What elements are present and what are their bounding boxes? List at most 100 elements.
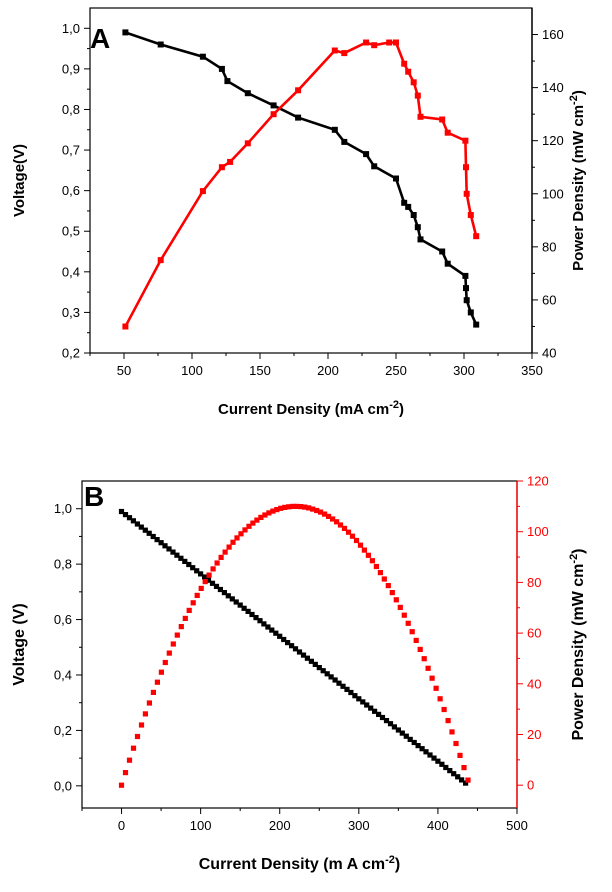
data-point-voltage <box>257 618 263 624</box>
data-point-power-density <box>210 566 216 572</box>
x-tick-label: 50 <box>117 363 131 378</box>
data-point-power-density <box>190 600 196 606</box>
data-point-power-density <box>146 700 152 706</box>
data-point-power-density <box>444 129 451 136</box>
data-point-power-density <box>405 68 412 75</box>
data-point-voltage <box>296 649 303 655</box>
data-point-voltage <box>285 640 291 646</box>
data-point-power-density <box>463 190 470 197</box>
data-point-power-density <box>318 509 324 515</box>
data-point-voltage <box>383 718 390 724</box>
data-point-power-density <box>186 607 192 613</box>
data-point-power-density <box>142 711 148 717</box>
data-point-voltage <box>467 309 474 316</box>
data-point-voltage <box>182 558 188 564</box>
panel-b-y-axis-label: Voltage (V) <box>11 603 28 685</box>
data-point-power-density <box>437 696 443 702</box>
data-point-voltage <box>410 212 417 218</box>
data-point-power-density <box>166 650 172 656</box>
data-point-power-density <box>453 740 459 747</box>
data-point-voltage <box>356 696 362 702</box>
x-tick-label: 300 <box>348 818 370 833</box>
data-point-power-density <box>130 745 137 751</box>
panel-a-series <box>122 29 480 330</box>
panel-b-y2-axis-label: Power Density (mW cm-2) <box>568 548 587 740</box>
data-point-power-density <box>361 547 367 553</box>
y-tick-label: 0,2 <box>54 723 72 738</box>
data-point-voltage <box>162 543 168 549</box>
data-point-power-density <box>170 641 176 647</box>
x-tick-label: 200 <box>269 818 291 833</box>
data-point-power-density <box>326 513 332 519</box>
y-tick-label: 0,6 <box>54 612 72 627</box>
y-tick-label: 0,5 <box>62 224 80 239</box>
data-point-voltage <box>308 658 314 664</box>
data-point-voltage <box>244 90 251 97</box>
data-point-voltage <box>439 248 446 255</box>
data-point-voltage <box>218 65 225 72</box>
data-point-voltage <box>411 739 417 746</box>
data-point-power-density <box>341 525 348 531</box>
data-point-voltage <box>407 736 413 742</box>
data-point-voltage <box>190 565 196 571</box>
data-point-voltage <box>368 705 374 711</box>
data-point-power-density <box>214 560 220 566</box>
data-point-voltage <box>415 743 421 749</box>
data-point-power-density <box>150 689 156 695</box>
data-point-voltage <box>403 733 409 739</box>
panel-b-x-axis-label-sup: -2 <box>385 854 395 866</box>
panel-b: B 0 100 200 300 400 500 0,0 0,2 0,4 0,6 0,8 1,0 0 2… <box>11 474 587 874</box>
data-point-voltage <box>150 533 156 540</box>
data-point-power-density <box>433 685 439 691</box>
y-tick-label: 1,0 <box>54 501 72 516</box>
y2-tick-label: 80 <box>542 239 556 254</box>
data-point-power-density <box>371 42 378 49</box>
data-point-voltage <box>324 671 330 677</box>
y-tick-label: 0,2 <box>62 346 80 361</box>
x-tick-label: 100 <box>190 818 212 833</box>
data-point-power-density <box>274 507 280 513</box>
data-point-power-density <box>401 60 408 67</box>
data-point-voltage <box>463 297 470 304</box>
data-point-voltage <box>186 561 192 568</box>
y-tick-label: 0,4 <box>54 667 72 682</box>
data-point-voltage <box>332 677 338 683</box>
data-point-voltage <box>241 605 247 611</box>
data-point-power-density <box>302 504 308 510</box>
data-point-power-density <box>410 79 417 86</box>
data-point-power-density <box>250 520 256 526</box>
data-point-power-density <box>158 669 164 675</box>
data-point-voltage <box>199 53 206 60</box>
y-tick-label: 0,0 <box>54 778 72 793</box>
y2-tick-label: 40 <box>527 676 541 691</box>
data-point-power-density <box>244 140 251 147</box>
data-point-power-density <box>134 733 141 740</box>
data-point-power-density <box>363 39 370 46</box>
data-point-voltage <box>289 643 295 649</box>
data-point-power-density <box>345 529 352 535</box>
data-point-power-density <box>331 47 338 54</box>
data-point-voltage <box>134 521 140 527</box>
data-point-power-density <box>467 212 474 218</box>
data-point-voltage <box>328 674 334 680</box>
panel-b-label: B <box>84 481 104 512</box>
data-point-power-density <box>206 572 212 578</box>
data-point-voltage <box>292 646 299 652</box>
data-point-power-density <box>118 782 125 788</box>
data-point-voltage <box>273 630 279 636</box>
data-point-power-density <box>349 533 356 539</box>
data-point-voltage <box>405 203 412 210</box>
panel-a-y2-axis-label: Power Density (mW cm-2) <box>568 90 587 271</box>
data-point-voltage <box>233 599 239 605</box>
panel-b-y2-ticks: 0 20 40 60 80 100 120 <box>516 474 549 808</box>
data-point-power-density <box>270 508 276 514</box>
data-point-power-density <box>461 765 467 771</box>
y2-tick-label: 160 <box>542 27 564 42</box>
data-point-voltage <box>224 78 231 85</box>
y2-tick-label: 100 <box>542 186 564 201</box>
data-point-voltage <box>391 724 397 730</box>
y-tick-label: 1,0 <box>62 21 80 36</box>
data-point-voltage <box>126 515 133 521</box>
data-point-power-density <box>154 679 160 685</box>
